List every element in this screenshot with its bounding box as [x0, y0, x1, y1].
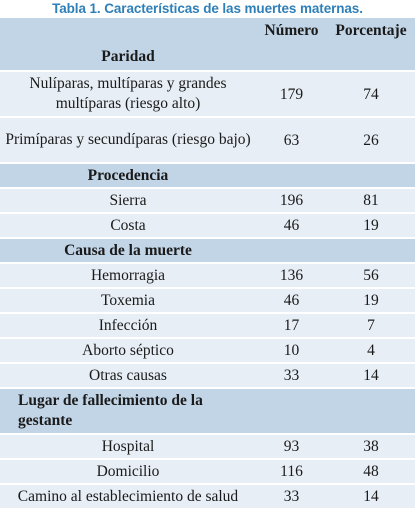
- table-row: Aborto séptico 10 4: [0, 337, 415, 363]
- table-row: Costa 46 19: [0, 212, 415, 238]
- maternal-deaths-table: Paridad Número Porcentaje Nulíparas, mul…: [0, 18, 415, 508]
- row-label: Otras causas: [0, 362, 256, 388]
- row-label: Toxemia: [0, 287, 256, 313]
- row-numero: 33: [256, 483, 327, 508]
- row-label: Domicilio: [0, 458, 256, 484]
- table-row: Hospital 93 38: [0, 433, 415, 459]
- row-porcentaje: 7: [327, 312, 415, 338]
- row-numero: 116: [256, 458, 327, 484]
- row-porcentaje: 74: [327, 70, 415, 117]
- section-row: Procedencia: [0, 162, 415, 188]
- row-numero: 196: [256, 187, 327, 213]
- row-numero: 136: [256, 262, 327, 288]
- row-porcentaje: 19: [327, 287, 415, 313]
- row-numero: 17: [256, 312, 327, 338]
- table-row: Sierra 196 81: [0, 187, 415, 213]
- column-header-porcentaje: Porcentaje: [327, 18, 415, 71]
- row-porcentaje: 14: [327, 362, 415, 388]
- row-porcentaje: 4: [327, 337, 415, 363]
- row-numero: 63: [256, 116, 327, 163]
- row-label: Sierra: [0, 187, 256, 213]
- row-porcentaje: 38: [327, 433, 415, 459]
- section-cell-empty: [256, 162, 327, 188]
- section-row: Lugar de fallecimiento de la gestante: [0, 387, 415, 434]
- row-label: Nulíparas, multíparas y grandes multípar…: [0, 70, 256, 117]
- section-title-paridad: Paridad: [0, 18, 256, 71]
- section-title-causa: Causa de la muerte: [0, 237, 256, 263]
- table-row: Camino al establecimiento de salud 33 14: [0, 483, 415, 508]
- row-numero: 33: [256, 362, 327, 388]
- row-label: Primíparas y secundíparas (riesgo bajo): [0, 116, 256, 163]
- row-porcentaje: 56: [327, 262, 415, 288]
- row-porcentaje: 19: [327, 212, 415, 238]
- row-numero: 179: [256, 70, 327, 117]
- row-numero: 46: [256, 287, 327, 313]
- row-label: Hemorragia: [0, 262, 256, 288]
- section-cell-empty: [327, 387, 415, 434]
- row-numero: 46: [256, 212, 327, 238]
- row-label: Infección: [0, 312, 256, 338]
- row-label: Camino al establecimiento de salud: [0, 483, 256, 508]
- table-row: Toxemia 46 19: [0, 287, 415, 313]
- row-porcentaje: 48: [327, 458, 415, 484]
- table-row: Otras causas 33 14: [0, 362, 415, 388]
- section-title-procedencia: Procedencia: [0, 162, 256, 188]
- row-numero: 93: [256, 433, 327, 459]
- row-label: Aborto séptico: [0, 337, 256, 363]
- column-header-numero: Número: [256, 18, 327, 71]
- row-numero: 10: [256, 337, 327, 363]
- table-row: Domicilio 116 48: [0, 458, 415, 484]
- section-cell-empty: [327, 237, 415, 263]
- section-cell-empty: [256, 237, 327, 263]
- section-cell-empty: [327, 162, 415, 188]
- section-title-lugar: Lugar de fallecimiento de la gestante: [0, 387, 256, 434]
- section-cell-empty: [256, 387, 327, 434]
- header-row: Paridad Número Porcentaje: [0, 18, 415, 71]
- table-row: Infección 17 7: [0, 312, 415, 338]
- row-porcentaje: 14: [327, 483, 415, 508]
- table-row: Nulíparas, multíparas y grandes multípar…: [0, 70, 415, 117]
- section-row: Causa de la muerte: [0, 237, 415, 263]
- table-caption: Tabla 1. Características de las muertes …: [52, 1, 363, 16]
- row-label: Costa: [0, 212, 256, 238]
- row-porcentaje: 81: [327, 187, 415, 213]
- table-row: Hemorragia 136 56: [0, 262, 415, 288]
- table-row: Primíparas y secundíparas (riesgo bajo) …: [0, 116, 415, 163]
- row-porcentaje: 26: [327, 116, 415, 163]
- row-label: Hospital: [0, 433, 256, 459]
